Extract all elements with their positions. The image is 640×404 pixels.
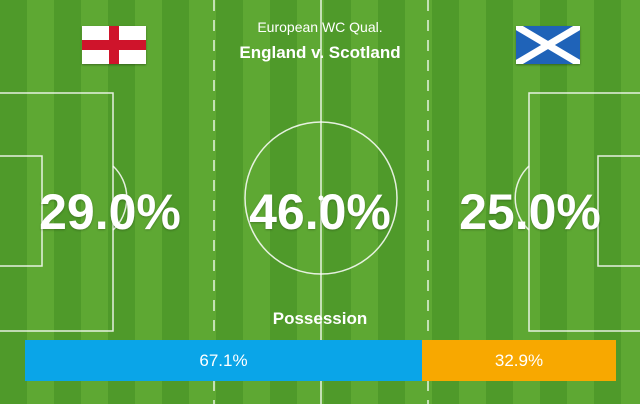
draw-percentage: 46.0% (249, 184, 391, 240)
possession-away-segment: 32.9% (422, 340, 616, 381)
possession-bar: 67.1% 32.9% (25, 340, 616, 381)
away-win-percentage: 25.0% (459, 184, 601, 240)
match-title: England v. Scotland (239, 43, 401, 62)
home-win-percentage: 29.0% (39, 184, 181, 240)
possession-home-label: 67.1% (199, 350, 248, 370)
possession-title: Possession (272, 309, 368, 328)
possession-home-segment: 67.1% (25, 340, 422, 381)
competition-name: European WC Qual. (257, 19, 383, 35)
england-flag-icon (82, 26, 146, 64)
possession-away-label: 32.9% (494, 350, 544, 370)
scotland-flag-icon (516, 26, 580, 64)
